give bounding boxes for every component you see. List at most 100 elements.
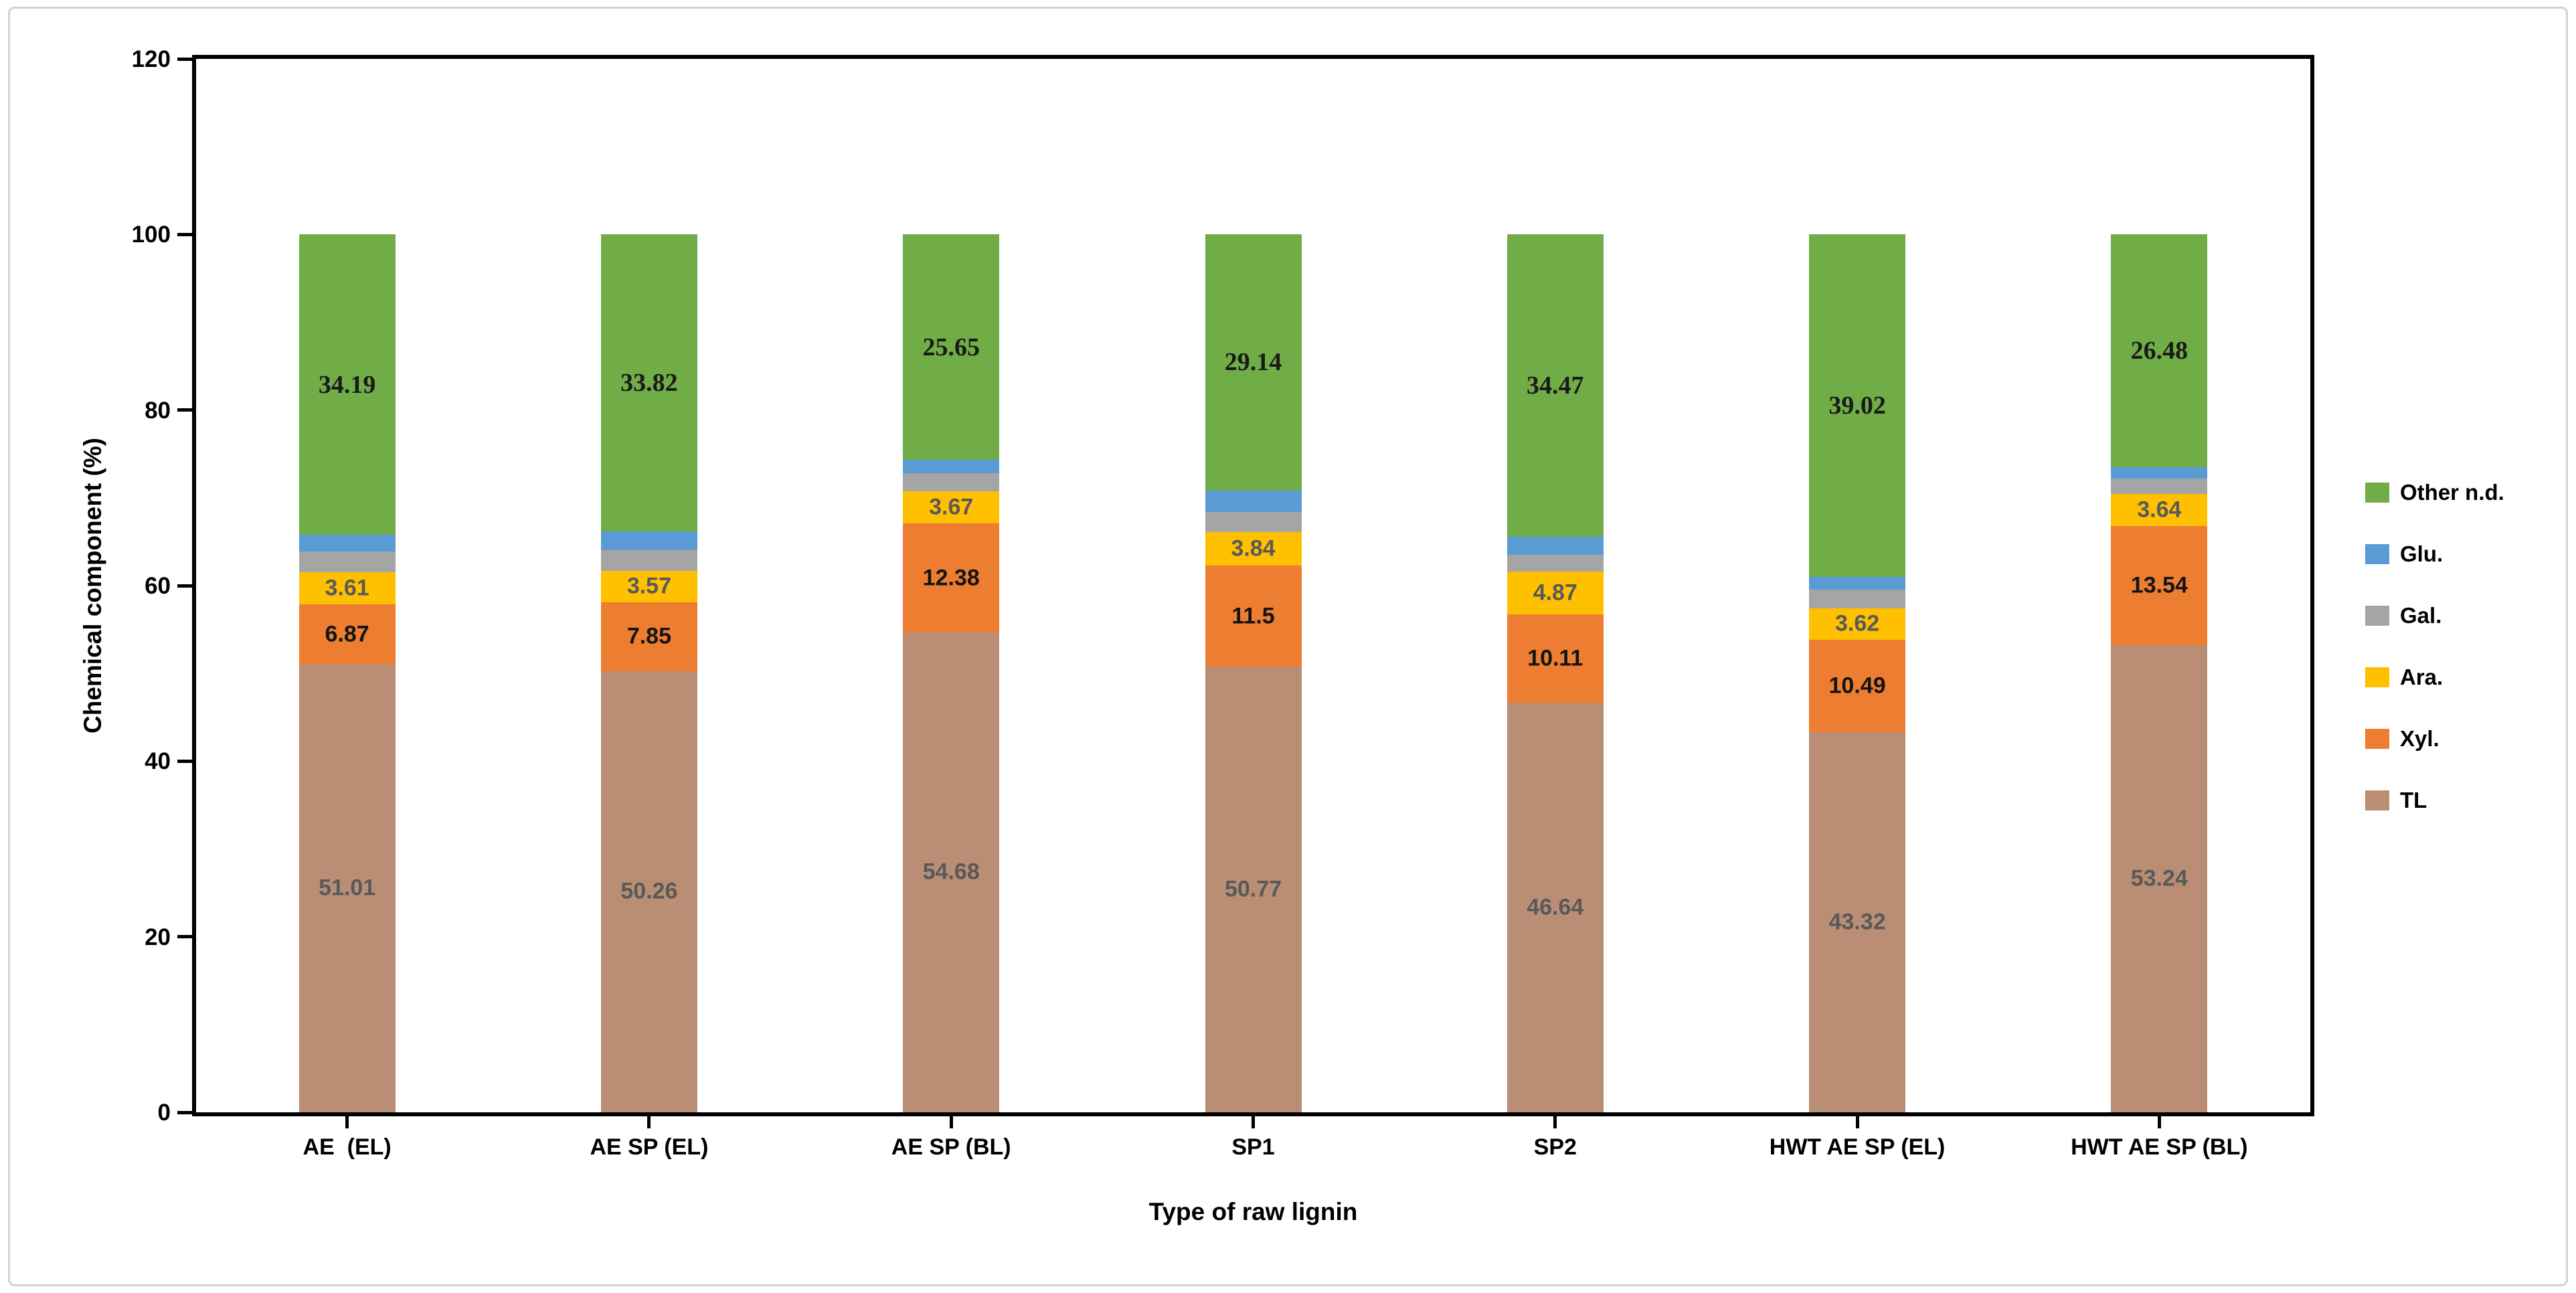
legend-swatch-xyl [2365, 729, 2389, 749]
bar-segment-xyl: 7.85 [600, 602, 697, 671]
bar-segment-tl: 43.32 [1809, 731, 1906, 1112]
y-tick-label: 20 [145, 924, 171, 950]
bar-segment-othernd: 25.65 [903, 234, 1000, 460]
segment-data-label: 51.01 [319, 875, 376, 901]
bar-segment-tl: 50.26 [600, 671, 697, 1112]
segment-data-label: 43.32 [1828, 909, 1886, 935]
x-category-label: SP2 [1533, 1134, 1577, 1160]
bar-column: 46.64 10.11 4.87 34.47 [1507, 59, 1604, 1112]
bar-column: 50.77 11.5 3.84 29.14 [1205, 59, 1302, 1112]
segment-data-label: 11.5 [1231, 603, 1275, 629]
bar-segment-xyl: 10.11 [1507, 614, 1604, 703]
bar-segment-othernd: 29.14 [1205, 234, 1302, 491]
bar-segment-tl: 46.64 [1507, 703, 1604, 1112]
y-tick [177, 1110, 192, 1114]
legend-swatch-tl [2365, 790, 2389, 810]
segment-data-label: 12.38 [922, 565, 980, 591]
bar-segment-xyl: 12.38 [903, 523, 1000, 632]
bar-segment-xyl: 10.49 [1809, 640, 1906, 732]
legend-item: Other n.d. [2365, 479, 2504, 506]
x-category-label: SP1 [1231, 1134, 1275, 1160]
legend-item: TL [2365, 787, 2427, 814]
segment-data-label: 34.19 [318, 370, 376, 399]
bar-segment-glu [1205, 490, 1302, 512]
segment-data-label: 4.87 [1533, 580, 1577, 606]
x-category-label: AE SP (EL) [590, 1134, 709, 1160]
segment-data-label: 46.64 [1527, 894, 1584, 920]
bar-segment-ara: 3.64 [2111, 494, 2208, 527]
legend-swatch-glu [2365, 544, 2389, 564]
bar-segment-xyl: 6.87 [298, 604, 396, 665]
legend-item: Glu. [2365, 541, 2443, 568]
bar-segment-othernd: 34.19 [298, 234, 396, 535]
legend-item: Ara. [2365, 664, 2443, 691]
x-tick [1553, 1116, 1557, 1128]
bar-segment-othernd: 39.02 [1809, 234, 1906, 578]
segment-data-label: 53.24 [2130, 865, 2188, 891]
bar-segment-tl: 54.68 [903, 632, 1000, 1112]
legend-swatch-gal [2365, 606, 2389, 626]
y-tick [177, 935, 192, 939]
bar-segment-gal [1205, 511, 1302, 532]
bar-column: 53.24 13.54 3.64 26.48 [2111, 59, 2208, 1112]
x-axis-title: Type of raw lignin [1148, 1198, 1358, 1225]
segment-data-label: 10.11 [1527, 645, 1583, 671]
bar-segment-othernd: 26.48 [2111, 234, 2208, 467]
x-tick [647, 1116, 651, 1128]
bar-segment-gal [1809, 590, 1906, 608]
bar-segment-glu [298, 534, 396, 552]
y-tick-label: 0 [157, 1100, 171, 1126]
y-tick-label: 100 [131, 222, 171, 248]
segment-data-label: 6.87 [325, 621, 369, 647]
legend-label: Gal. [2400, 603, 2442, 628]
segment-data-label: 10.49 [1828, 673, 1886, 699]
y-tick-label: 120 [131, 46, 171, 72]
bar-segment-gal [2111, 478, 2208, 495]
bar-segment-gal [600, 550, 697, 571]
y-tick [177, 57, 192, 61]
segment-data-label: 54.68 [922, 859, 980, 885]
segment-data-label: 50.77 [1224, 876, 1282, 902]
x-category-label: AE SP (BL) [891, 1134, 1011, 1160]
bar-segment-gal [298, 551, 396, 573]
legend-swatch-ara [2365, 667, 2389, 687]
bar-segment-ara: 4.87 [1507, 571, 1604, 614]
segment-data-label: 3.64 [2137, 497, 2182, 523]
bar-segment-ara: 3.62 [1809, 608, 1906, 640]
bar-column: 54.68 12.38 3.67 25.65 [903, 59, 1000, 1112]
y-tick [177, 584, 192, 588]
bar-segment-tl: 50.77 [1205, 667, 1302, 1112]
bar-segment-ara: 3.67 [903, 491, 1000, 524]
legend-item: Gal. [2365, 602, 2441, 629]
segment-data-label: 50.26 [620, 878, 678, 904]
y-tick [177, 759, 192, 763]
segment-data-label: 3.67 [929, 494, 974, 520]
y-tick-label: 40 [145, 748, 171, 775]
bar-segment-othernd: 33.82 [600, 234, 697, 531]
bar-segment-othernd: 34.47 [1507, 234, 1604, 537]
x-tick [949, 1116, 953, 1128]
legend-label: Glu. [2400, 541, 2443, 566]
segment-data-label: 33.82 [620, 369, 678, 398]
x-tick [2157, 1116, 2161, 1128]
legend-swatch-othernd [2365, 483, 2389, 503]
bar-segment-glu [1809, 577, 1906, 590]
segment-data-label: 3.84 [1231, 535, 1276, 562]
legend-label: Ara. [2400, 665, 2443, 689]
bar-segment-gal [903, 473, 1000, 492]
segment-data-label: 13.54 [2130, 572, 2188, 598]
y-tick [177, 232, 192, 236]
segment-data-label: 39.02 [1828, 392, 1886, 420]
bar-segment-glu [1507, 537, 1604, 555]
legend-item: Xyl. [2365, 725, 2439, 752]
bar-segment-tl: 51.01 [298, 664, 396, 1112]
legend-label: TL [2400, 788, 2427, 812]
bar-segment-ara: 3.84 [1205, 531, 1302, 566]
bar-column: 50.26 7.85 3.57 33.82 [600, 59, 697, 1112]
x-tick [1252, 1116, 1255, 1128]
bar-segment-ara: 3.57 [600, 570, 697, 602]
legend-label: Xyl. [2400, 726, 2439, 751]
segment-data-label: 3.61 [325, 575, 369, 601]
bar-column: 43.32 10.49 3.62 39.02 [1809, 59, 1906, 1112]
